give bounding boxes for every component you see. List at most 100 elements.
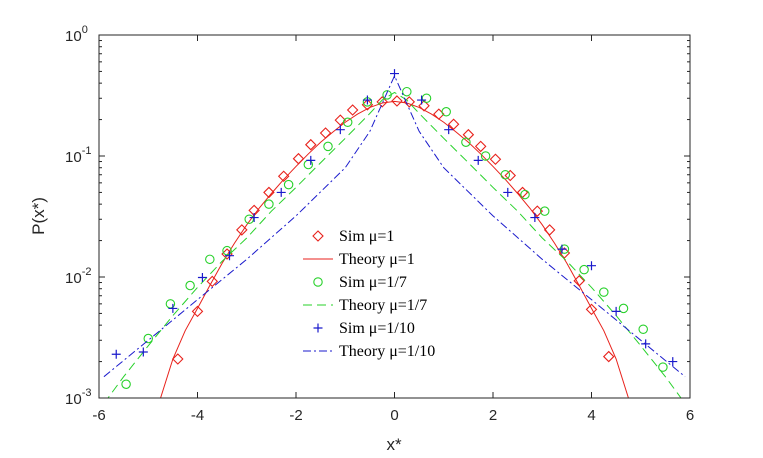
- data-point: [222, 245, 232, 256]
- data-point: [323, 141, 333, 152]
- data-point: [205, 254, 215, 265]
- x-axis-label: x*: [386, 435, 402, 454]
- y-tick-exponent: -3: [82, 387, 92, 399]
- data-point: [543, 224, 556, 236]
- data-point: [585, 303, 598, 316]
- x-tick-label: -4: [191, 407, 204, 424]
- data-point: [244, 214, 254, 225]
- data-point: [500, 169, 511, 180]
- data-point: [346, 104, 359, 116]
- data-point: [121, 379, 131, 389]
- data-point: [335, 125, 345, 135]
- data-point: [447, 118, 460, 131]
- data-point: [658, 362, 668, 372]
- data-point: [599, 287, 609, 297]
- data-point: [638, 324, 648, 334]
- y-tick-label: 10-1: [65, 145, 91, 166]
- data-point: [441, 107, 451, 117]
- data-point: [417, 95, 427, 105]
- data-point: [418, 100, 430, 112]
- data-point: [391, 95, 403, 107]
- data-point: [191, 305, 204, 318]
- series-4: [111, 69, 678, 367]
- data-point: [579, 264, 589, 275]
- y-tick-base: 10: [65, 149, 82, 166]
- plot-frame: [98, 34, 691, 399]
- data-point: [611, 306, 621, 316]
- data-point: [403, 96, 416, 108]
- legend-label: Sim μ=1: [339, 228, 394, 245]
- data-point: [618, 303, 629, 314]
- data-point: [276, 187, 286, 197]
- data-point: [138, 347, 148, 357]
- data-point: [539, 206, 550, 216]
- data-point: [557, 244, 567, 254]
- data-point: [504, 169, 517, 182]
- legend-swatch-marker: [313, 323, 323, 333]
- data-point: [361, 99, 374, 111]
- legend-label: Sim μ=1/7: [339, 274, 407, 291]
- legend-label: Sim μ=1/10: [339, 320, 415, 337]
- x-tick-label: 0: [390, 407, 398, 424]
- legend-box: [296, 220, 494, 372]
- x-tick-label: 6: [686, 407, 694, 424]
- data-point: [283, 179, 294, 190]
- data-point: [185, 280, 195, 291]
- x-tick-label: -2: [289, 407, 302, 424]
- data-point: [480, 151, 491, 161]
- y-tick-base: 10: [65, 391, 82, 408]
- data-point: [111, 349, 121, 359]
- series-1: [160, 100, 629, 398]
- y-tick-exponent: 0: [82, 24, 88, 36]
- series-5: [103, 74, 686, 378]
- series-layer: [103, 69, 686, 398]
- series-line: [107, 91, 682, 398]
- data-point: [236, 224, 248, 236]
- y-tick-label: 100: [65, 24, 88, 45]
- x-tick-label: 2: [489, 407, 497, 424]
- data-point: [225, 251, 235, 261]
- data-point: [376, 96, 388, 108]
- data-point: [362, 95, 372, 105]
- data-point: [334, 114, 347, 126]
- data-point: [489, 153, 502, 166]
- legend: Sim μ=1 Theory μ=1 Sim μ=1/7 Theory μ=1/7 Si…: [296, 220, 494, 372]
- data-point: [462, 128, 475, 141]
- legend-label: Theory μ=1: [339, 251, 415, 268]
- data-point: [503, 187, 513, 197]
- y-tick-base: 10: [65, 270, 82, 287]
- data-point: [264, 199, 274, 209]
- data-point: [587, 261, 596, 271]
- data-point: [263, 186, 275, 199]
- legend-label: Theory μ=1/7: [339, 297, 427, 314]
- data-point: [304, 138, 317, 151]
- data-point: [530, 213, 540, 223]
- series-2: [121, 86, 668, 389]
- legend-label: Theory μ=1/10: [339, 343, 435, 360]
- data-point: [402, 86, 412, 97]
- legend-swatch-marker: [312, 230, 324, 242]
- data-point: [461, 137, 471, 147]
- series-line: [103, 74, 686, 378]
- data-point: [474, 140, 487, 153]
- y-tick-exponent: -1: [82, 145, 92, 157]
- y-tick-label: 10-3: [65, 387, 91, 408]
- data-point: [168, 303, 178, 313]
- y-tick-base: 10: [65, 28, 82, 45]
- data-point: [172, 353, 184, 365]
- legend-swatch-marker: [313, 277, 323, 287]
- data-point: [602, 350, 615, 363]
- data-point: [520, 189, 530, 200]
- data-point: [342, 117, 353, 128]
- data-point: [444, 125, 454, 135]
- y-tick-exponent: -2: [82, 266, 92, 278]
- y-tick-label: 10-2: [65, 266, 91, 287]
- x-tick-label: 4: [587, 407, 595, 424]
- series-3: [107, 91, 682, 398]
- data-point: [277, 170, 290, 183]
- data-point: [221, 248, 233, 260]
- data-point: [473, 155, 483, 165]
- series-line: [160, 100, 629, 398]
- x-tick-label: -6: [92, 407, 105, 424]
